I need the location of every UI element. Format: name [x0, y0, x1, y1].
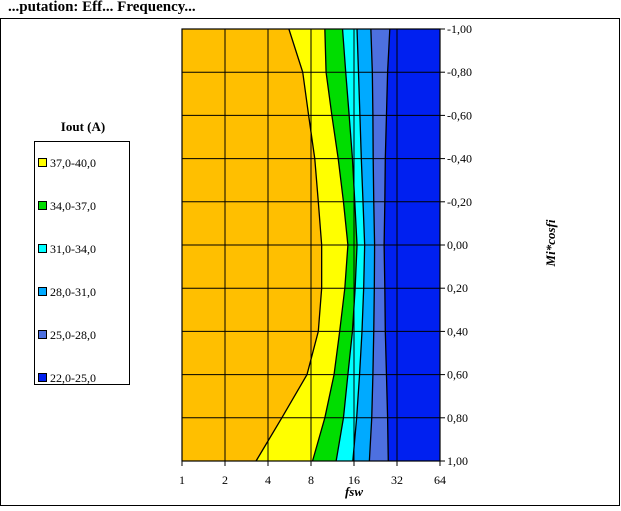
y-axis: -1,00 -0,80 -0,60 -0,40 -0,20 0,00 0,20 0,40 0,6… [440, 22, 472, 468]
x-tick-label: 64 [434, 473, 446, 487]
x-axis: 1 2 4 8 16 32 64 [179, 461, 446, 487]
y-tick-label: 0,20 [447, 281, 468, 295]
legend-label: 34,0-37,0 [50, 199, 96, 213]
legend-swatch [38, 158, 47, 167]
x-tick-label: 8 [308, 473, 314, 487]
y-tick-label: 0,40 [447, 324, 468, 338]
y-tick-label: 0,60 [447, 368, 468, 382]
y-tick-label: -0,60 [447, 108, 472, 122]
y-tick-label: 0,80 [447, 411, 468, 425]
y-tick-label: -0,80 [447, 65, 472, 79]
y-tick-label: 1,00 [447, 454, 468, 468]
legend-swatch [38, 287, 47, 296]
x-tick-label: 4 [265, 473, 271, 487]
y-tick-label: 0,00 [447, 238, 468, 252]
legend-label: 31,0-34,0 [50, 242, 96, 256]
y-tick-label: -0,40 [447, 152, 472, 166]
x-tick-label: 16 [348, 473, 360, 487]
legend-box [34, 141, 130, 385]
legend-title: Iout (A) [61, 119, 105, 134]
legend-label: 37,0-40,0 [50, 156, 96, 170]
x-tick-label: 1 [179, 473, 185, 487]
x-tick-label: 32 [391, 473, 403, 487]
legend-swatch [38, 201, 47, 210]
y-tick-label: -1,00 [447, 22, 472, 36]
legend-swatch [38, 244, 47, 253]
legend-swatch [38, 330, 47, 339]
legend-label: 28,0-31,0 [50, 285, 96, 299]
legend-swatch [38, 373, 47, 382]
legend-label: 22,0-25,0 [50, 371, 96, 385]
legend-label: 25,0-28,0 [50, 328, 96, 342]
chart-title: ...putation: Eff... Frequency... [8, 0, 196, 15]
y-axis-label: Mi*cosfi [543, 219, 558, 267]
x-axis-label: fsw [345, 484, 363, 499]
legend: 37,0-40,0 34,0-37,0 31,0-34,0 28,0-31,0 25,0… [38, 156, 96, 385]
x-tick-label: 2 [222, 473, 228, 487]
y-tick-label: -0,20 [447, 195, 472, 209]
